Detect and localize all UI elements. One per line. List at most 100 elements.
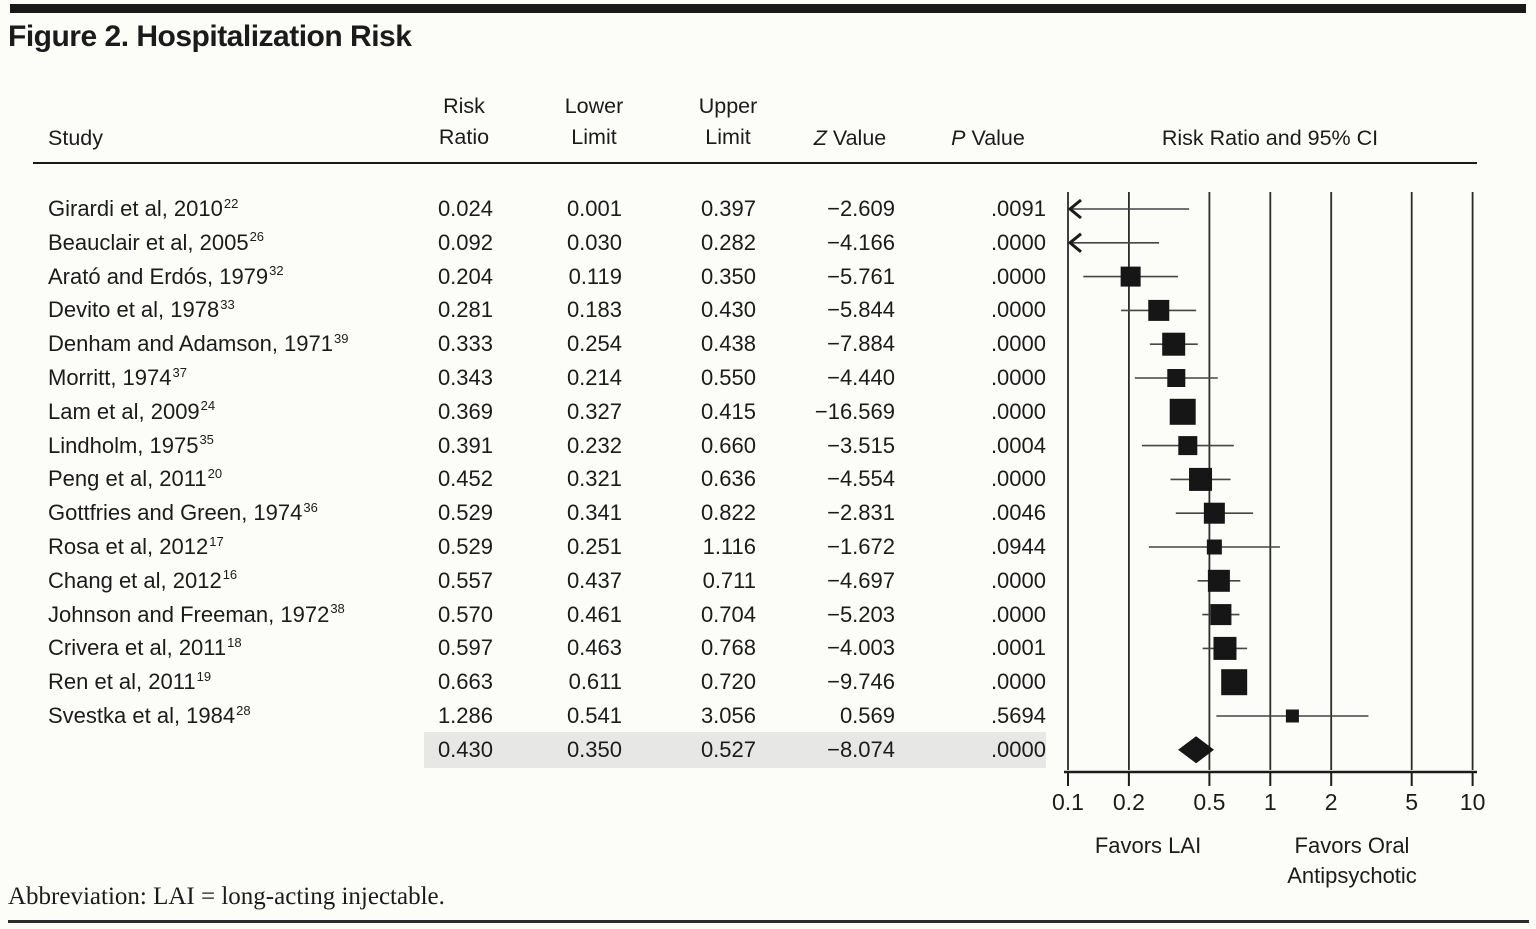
table-row: Ren et al, 201119 0.663 0.611 0.720 −9.746 .0… (0, 665, 1046, 699)
risk-ratio-value: 0.281 (437, 297, 493, 323)
column-header-p-word: Value (965, 126, 1025, 150)
upper-limit-value: 1.116 (702, 534, 756, 559)
study-marker (1210, 604, 1232, 626)
table-row: Girardi et al, 201022 0.024 0.001 0.397 −2.6… (0, 192, 1046, 226)
z-value: −4.697 (827, 567, 895, 593)
column-header-lower-limit: Lower Limit (534, 91, 654, 153)
column-header-study: Study (48, 126, 103, 150)
study-label: Arató and Erdós, 197932 (48, 263, 284, 289)
reference-number: 37 (172, 364, 187, 380)
p-value: .0000 (990, 297, 1046, 323)
z-value: −7.884 (827, 331, 895, 357)
reference-number: 22 (223, 195, 239, 211)
lower-limit-value: 0.541 (566, 703, 622, 728)
lower-limit-value: 0.461 (566, 601, 622, 627)
z-value: −2.831 (827, 500, 895, 526)
p-value: .0000 (990, 601, 1046, 627)
risk-ratio-value: 0.663 (437, 669, 493, 695)
lower-limit-value: 0.030 (566, 229, 622, 255)
column-header-line: Limit (571, 125, 617, 149)
risk-ratio-value: 1.286 (437, 703, 493, 728)
risk-ratio-value: 0.092 (437, 229, 493, 255)
z-value: −4.440 (827, 365, 895, 390)
study-marker (1221, 669, 1248, 696)
table-row: Gottfries and Green, 197436 0.529 0.341 0.8… (0, 496, 1046, 530)
reference-number: 24 (200, 398, 216, 414)
p-value: .0000 (990, 331, 1046, 357)
axis-tick-label: 0.1 (1052, 789, 1084, 815)
axis-tick-label: 10 (1460, 789, 1486, 815)
upper-limit-value: 0.660 (700, 432, 756, 458)
study-label: Girardi et al, 201022 (48, 195, 239, 221)
favors-oral-label-line1: Favors Oral (1295, 833, 1410, 858)
study-label: Johnson and Freeman, 197238 (48, 601, 345, 627)
z-value: −8.074 (827, 736, 895, 762)
study-marker (1178, 436, 1198, 456)
study-marker (1189, 467, 1213, 491)
axis-tick-label: 0.5 (1193, 789, 1225, 815)
lower-limit-value: 0.327 (566, 398, 622, 424)
z-value: −4.166 (827, 229, 895, 255)
table-row: Crivera et al, 201118 0.597 0.463 0.768 −4.0… (0, 631, 1046, 665)
study-label: Denham and Adamson, 197139 (48, 330, 349, 357)
top-rule (10, 4, 1526, 13)
study-marker (1169, 398, 1196, 425)
p-value: .0004 (990, 432, 1046, 458)
column-header-ci: Risk Ratio and 95% CI (1161, 126, 1379, 150)
bottom-rule (8, 920, 1529, 923)
table-row: Peng et al, 201120 0.452 0.321 0.636 −4.554.… (0, 462, 1046, 496)
study-label: Devito et al, 197833 (48, 297, 235, 323)
z-value: −5.844 (827, 297, 895, 323)
upper-limit-value: 0.438 (700, 331, 756, 357)
table-row: Johnson and Freeman, 197238 0.570 0.461 0.7… (0, 598, 1046, 632)
z-value: 0.569 (839, 703, 895, 728)
study-marker (1285, 709, 1299, 723)
study-marker (1120, 266, 1141, 287)
column-header-line: Risk (443, 94, 485, 118)
z-value: −5.761 (827, 263, 895, 289)
p-value: .0001 (990, 635, 1046, 661)
study-label: Lindholm, 197535 (48, 432, 214, 458)
table-row: Lindholm, 197535 0.391 0.232 0.660 −3.515 .00… (0, 429, 1046, 463)
risk-ratio-value: 0.024 (437, 196, 493, 221)
p-value: .0000 (990, 669, 1046, 695)
table-row: Beauclair et al, 200526 0.092 0.030 0.282 −4… (0, 226, 1046, 260)
column-header-p-symbol: P (951, 126, 966, 150)
ci-arrow-left (1067, 198, 1082, 220)
axis-tick-label: 0.2 (1113, 789, 1145, 815)
table-row: Svestka et al, 198428 1.286 0.541 3.056 0.56… (0, 699, 1046, 733)
column-header-line: Ratio (438, 125, 490, 149)
axis-tick-label: 2 (1325, 789, 1338, 815)
summary-row-highlight (424, 732, 1046, 768)
upper-limit-value: 0.397 (700, 196, 756, 221)
z-value: −4.003 (827, 635, 895, 661)
study-label: Morritt, 197437 (48, 364, 187, 390)
column-header-line: Upper (698, 94, 758, 118)
study-label: Chang et al, 201216 (48, 567, 238, 593)
column-header-z-word: Value (826, 126, 887, 150)
summary-row: 0.430 0.350 0.527 −8.074 .0000 (0, 733, 1046, 767)
risk-ratio-value: 0.452 (437, 466, 493, 492)
reference-number: 18 (227, 635, 242, 651)
p-value: .0000 (990, 736, 1046, 762)
study-label: Svestka et al, 198428 (48, 702, 251, 728)
z-value: −3.515 (827, 432, 895, 458)
reference-number: 38 (330, 601, 345, 617)
reference-number: 16 (222, 567, 238, 583)
column-header-line: Limit (705, 125, 751, 149)
risk-ratio-value: 0.557 (437, 567, 493, 593)
study-marker (1167, 369, 1186, 387)
p-value: .5694 (990, 703, 1046, 728)
risk-ratio-value: 0.529 (437, 534, 493, 559)
p-value: .0000 (990, 229, 1046, 255)
study-label: Peng et al, 201120 (48, 466, 223, 492)
upper-limit-value: 0.636 (700, 466, 756, 492)
axis-tick-label: 1 (1264, 789, 1277, 815)
p-value: .0000 (990, 398, 1046, 424)
reference-number: 28 (236, 702, 251, 718)
lower-limit-value: 0.183 (566, 297, 622, 323)
table-row: Morritt, 197437 0.343 0.214 0.550 −4.440 .000… (0, 361, 1046, 395)
study-marker (1207, 569, 1230, 592)
